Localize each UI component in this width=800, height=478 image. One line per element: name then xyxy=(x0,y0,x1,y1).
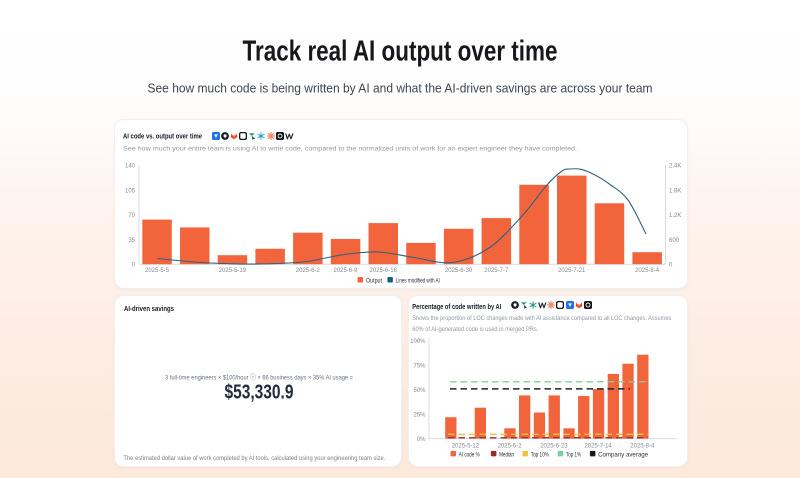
svg-text:Output: Output xyxy=(366,277,382,284)
svg-text:0: 0 xyxy=(669,263,673,269)
svg-text:Company average: Company average xyxy=(598,451,648,458)
svg-text:1.8K: 1.8K xyxy=(669,188,681,194)
svg-text:600: 600 xyxy=(669,238,680,244)
svg-text:2025-6-23: 2025-6-23 xyxy=(540,443,568,449)
svg-text:1.2K: 1.2K xyxy=(669,213,681,219)
svg-text:AI-driven savings: AI-driven savings xyxy=(124,304,174,313)
svg-text:25%: 25% xyxy=(413,413,426,419)
svg-text:See how much your entire team: See how much your entire team is using A… xyxy=(123,146,577,153)
svg-text:Percentage of code written by: Percentage of code written by AI xyxy=(412,302,501,311)
svg-text:2025-6-2: 2025-6-2 xyxy=(498,443,523,449)
svg-text:2025-6-9: 2025-6-9 xyxy=(333,268,358,274)
svg-text:AI code %: AI code % xyxy=(459,451,480,458)
svg-text:60% of AI-generated code is us: 60% of AI-generated code is used in merg… xyxy=(412,326,538,333)
svg-text:2025-6-16: 2025-6-16 xyxy=(370,268,398,274)
svg-text:140: 140 xyxy=(125,164,136,170)
svg-text:2025-7-21: 2025-7-21 xyxy=(558,268,586,274)
svg-text:Track real AI output over time: Track real AI output over time xyxy=(243,36,558,68)
svg-text:2025-5-5: 2025-5-5 xyxy=(145,268,170,274)
svg-text:Shows the proportion of LOC ch: Shows the proportion of LOC changes made… xyxy=(412,315,672,322)
svg-text:Top 10%: Top 10% xyxy=(531,451,549,458)
svg-text:2025-8-4: 2025-8-4 xyxy=(630,443,655,449)
svg-text:2025-5-12: 2025-5-12 xyxy=(452,443,480,449)
svg-text:50%: 50% xyxy=(413,388,426,394)
svg-text:2.4K: 2.4K xyxy=(669,164,681,170)
svg-text:100%: 100% xyxy=(410,339,426,345)
svg-text:75%: 75% xyxy=(413,364,426,370)
svg-text:See how much code is being wri: See how much code is being written by AI… xyxy=(148,81,653,96)
svg-text:$53,330.9: $53,330.9 xyxy=(225,381,294,403)
svg-text:Top 1%: Top 1% xyxy=(566,451,581,458)
svg-text:2025-5-19: 2025-5-19 xyxy=(219,268,247,274)
svg-text:3 full-time engineers × $100/h: 3 full-time engineers × $100/hour ⓘ × 66… xyxy=(165,373,353,381)
svg-text:105: 105 xyxy=(125,188,136,194)
svg-text:2025-6-30: 2025-6-30 xyxy=(445,268,473,274)
svg-text:Median: Median xyxy=(499,451,514,458)
svg-text:2025-8-4: 2025-8-4 xyxy=(635,268,660,274)
svg-text:AI code vs. output over time: AI code vs. output over time xyxy=(123,132,202,141)
svg-text:2025-6-2: 2025-6-2 xyxy=(296,268,321,274)
svg-text:Lines modified with AI: Lines modified with AI xyxy=(396,277,440,284)
svg-text:0%: 0% xyxy=(417,437,426,443)
svg-text:35: 35 xyxy=(128,238,135,244)
svg-text:2025-7-7: 2025-7-7 xyxy=(484,268,509,274)
svg-text:0: 0 xyxy=(132,263,136,269)
svg-text:70: 70 xyxy=(128,213,135,219)
svg-text:The estimated dollar value of: The estimated dollar value of work compl… xyxy=(123,455,385,462)
svg-text:2025-7-14: 2025-7-14 xyxy=(584,443,612,449)
